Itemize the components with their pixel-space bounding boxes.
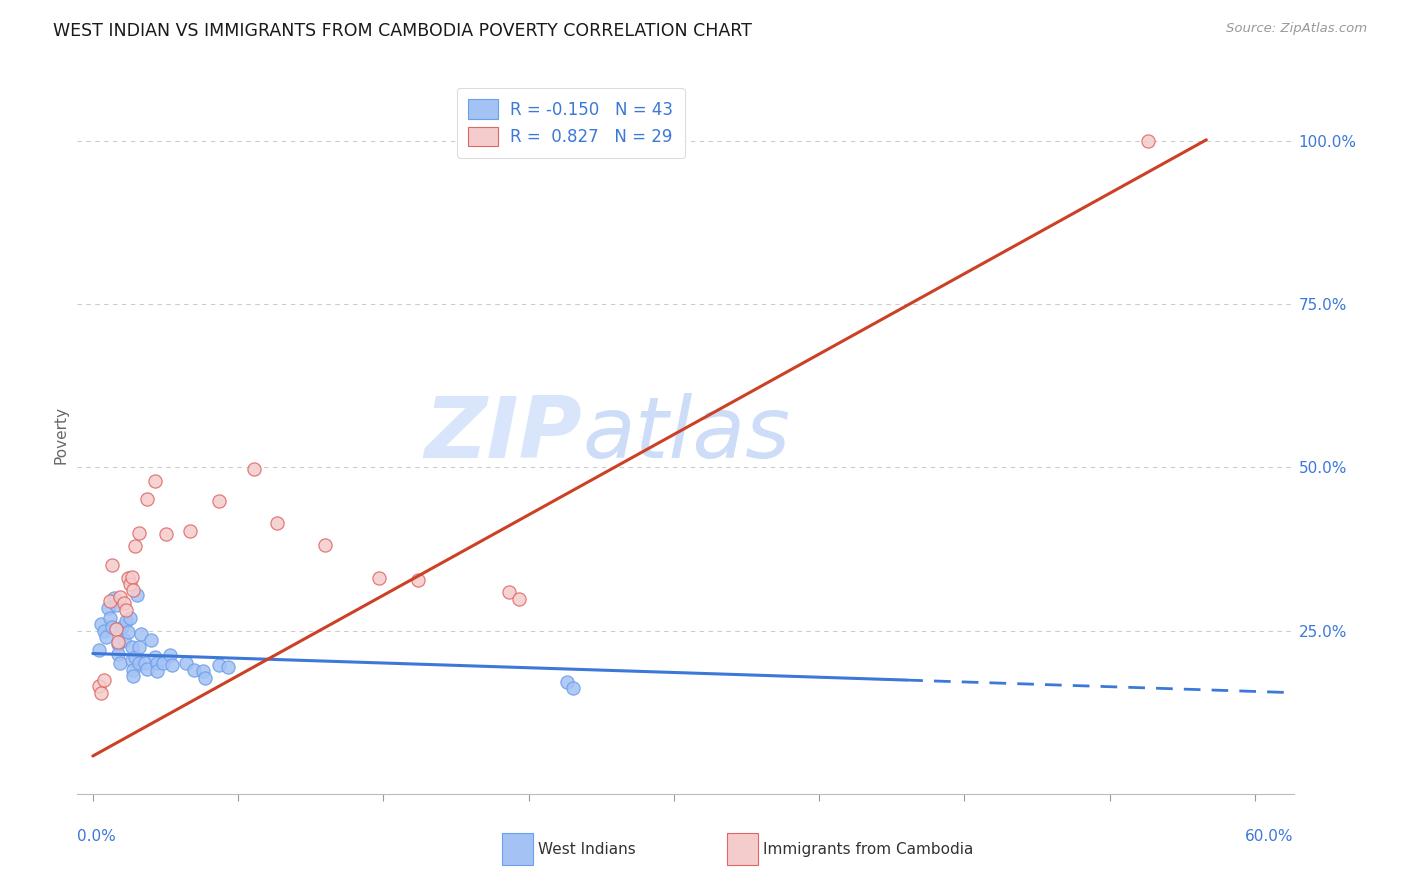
Point	[217, 659, 239, 673]
Point	[368, 571, 391, 585]
Point	[87, 679, 110, 693]
Point	[128, 640, 150, 654]
Text: 0.0%: 0.0%	[77, 830, 117, 844]
Point	[136, 491, 159, 506]
Point	[498, 584, 520, 599]
Point	[124, 539, 146, 553]
Text: WEST INDIAN VS IMMIGRANTS FROM CAMBODIA POVERTY CORRELATION CHART: WEST INDIAN VS IMMIGRANTS FROM CAMBODIA …	[53, 22, 752, 40]
Text: West Indians: West Indians	[538, 842, 637, 856]
Point	[114, 603, 136, 617]
Point	[117, 625, 139, 640]
Point	[108, 657, 131, 671]
Point	[93, 673, 115, 687]
Point	[105, 623, 128, 637]
Point	[107, 635, 129, 649]
Point	[101, 558, 124, 573]
Text: Immigrants from Cambodia: Immigrants from Cambodia	[763, 842, 974, 856]
Point	[122, 583, 145, 598]
Point	[117, 571, 139, 585]
Point	[208, 657, 231, 672]
Point	[121, 570, 143, 584]
Y-axis label: Poverty: Poverty	[53, 406, 69, 464]
Point	[143, 474, 166, 488]
Legend: R = -0.150   N = 43, R =  0.827   N = 29: R = -0.150 N = 43, R = 0.827 N = 29	[457, 87, 685, 158]
Point	[155, 527, 177, 541]
Point	[194, 671, 217, 685]
Point	[160, 657, 183, 672]
Point	[555, 674, 578, 689]
Point	[122, 669, 145, 683]
Text: atlas: atlas	[582, 393, 790, 476]
Point	[406, 573, 429, 587]
Point	[118, 610, 141, 624]
Point	[314, 537, 336, 551]
Point	[90, 686, 112, 700]
Point	[121, 653, 143, 667]
Text: ZIP: ZIP	[425, 393, 582, 476]
Point	[105, 598, 128, 612]
Point	[124, 649, 146, 664]
Point	[508, 592, 530, 607]
Point	[134, 657, 156, 671]
Point	[139, 633, 162, 648]
Point	[143, 649, 166, 664]
Point	[112, 633, 135, 648]
Point	[1137, 134, 1160, 148]
Point	[174, 657, 197, 671]
Point	[266, 516, 288, 530]
Point	[118, 576, 141, 591]
Point	[107, 647, 129, 661]
Point	[108, 590, 131, 604]
Point	[183, 663, 205, 677]
Point	[114, 614, 136, 628]
Text: Source: ZipAtlas.com: Source: ZipAtlas.com	[1226, 22, 1367, 36]
Point	[145, 657, 167, 671]
Point	[93, 624, 115, 638]
Point	[97, 600, 120, 615]
Text: 60.0%: 60.0%	[1246, 830, 1294, 844]
Point	[98, 594, 121, 608]
Point	[87, 643, 110, 657]
Point	[127, 588, 149, 602]
Point	[129, 627, 152, 641]
Point	[103, 591, 125, 605]
Point	[152, 657, 174, 671]
Point	[208, 494, 231, 508]
Point	[121, 640, 143, 654]
Point	[96, 630, 118, 644]
Point	[107, 637, 129, 651]
Point	[112, 596, 135, 610]
Point	[179, 524, 201, 539]
Point	[136, 661, 159, 675]
Point	[101, 620, 124, 634]
Point	[193, 664, 215, 678]
Point	[98, 610, 121, 624]
Point	[145, 664, 167, 678]
Point	[159, 648, 181, 663]
Point	[128, 525, 150, 540]
Point	[111, 620, 134, 634]
Point	[562, 681, 585, 695]
Point	[242, 462, 264, 476]
Point	[90, 617, 112, 632]
Point	[128, 657, 150, 671]
Point	[122, 663, 145, 677]
